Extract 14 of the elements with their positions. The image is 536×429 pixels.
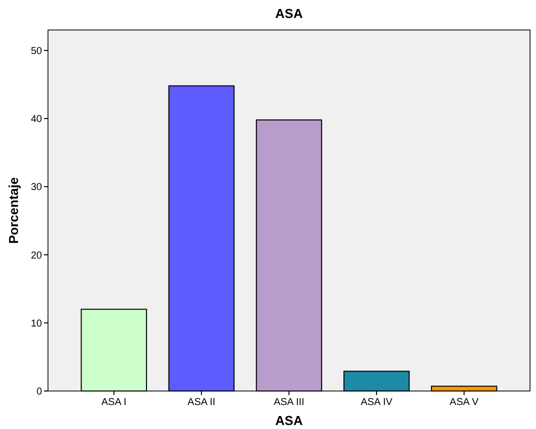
x-axis-title: ASA	[275, 413, 304, 428]
y-tick-label: 10	[30, 318, 42, 330]
x-tick-label: ASA III	[274, 397, 304, 408]
x-tick-label: ASA V	[450, 397, 479, 408]
chart-title: ASA	[275, 6, 304, 21]
y-axis-title: Porcentaje	[6, 177, 21, 244]
y-tick-label: 30	[30, 182, 42, 194]
y-tick-label: 40	[30, 114, 42, 126]
y-tick-label: 50	[30, 46, 42, 57]
y-tick-label: 0	[36, 386, 42, 398]
x-tick-label: ASA II	[188, 397, 216, 408]
x-tick-label: ASA IV	[360, 397, 393, 408]
y-tick-label: 20	[30, 250, 42, 262]
x-tick-label: ASA I	[101, 397, 126, 408]
